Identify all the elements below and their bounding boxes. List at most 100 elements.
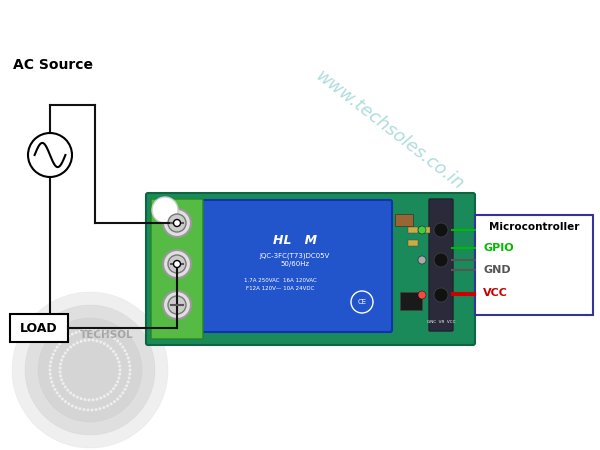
Text: CE: CE <box>358 299 367 305</box>
Circle shape <box>163 291 191 319</box>
Circle shape <box>95 339 98 342</box>
Circle shape <box>418 291 426 299</box>
Circle shape <box>98 407 101 410</box>
Circle shape <box>119 395 122 397</box>
Circle shape <box>53 388 56 391</box>
Circle shape <box>128 369 131 372</box>
Circle shape <box>121 346 124 349</box>
Circle shape <box>73 394 76 397</box>
Circle shape <box>168 255 186 273</box>
Circle shape <box>91 409 94 411</box>
Circle shape <box>59 370 62 373</box>
Text: LOAD: LOAD <box>20 321 58 334</box>
Circle shape <box>86 328 89 332</box>
Circle shape <box>116 339 119 342</box>
Circle shape <box>52 353 55 356</box>
Text: 50/60Hz: 50/60Hz <box>280 261 310 267</box>
Circle shape <box>124 388 127 391</box>
Circle shape <box>60 359 63 362</box>
Circle shape <box>88 338 91 342</box>
Circle shape <box>125 384 128 387</box>
Circle shape <box>418 226 426 234</box>
Circle shape <box>56 392 59 394</box>
Circle shape <box>49 360 52 364</box>
Circle shape <box>49 369 52 372</box>
Text: Microcontroller: Microcontroller <box>489 222 579 232</box>
Text: AC Source: AC Source <box>13 58 93 72</box>
FancyBboxPatch shape <box>151 199 203 339</box>
Circle shape <box>82 408 85 411</box>
Circle shape <box>163 209 191 237</box>
Circle shape <box>64 400 67 403</box>
Text: GND: GND <box>483 265 511 275</box>
Circle shape <box>106 405 109 407</box>
Circle shape <box>173 220 181 226</box>
Bar <box>408 227 418 233</box>
Circle shape <box>112 350 115 353</box>
Circle shape <box>128 364 131 368</box>
Circle shape <box>110 334 113 338</box>
Circle shape <box>59 363 62 365</box>
Circle shape <box>74 406 77 409</box>
Text: VCC: VCC <box>483 288 508 298</box>
Circle shape <box>113 337 116 340</box>
Circle shape <box>83 398 86 401</box>
Circle shape <box>61 397 64 400</box>
Circle shape <box>109 390 112 393</box>
Circle shape <box>64 351 67 355</box>
Circle shape <box>50 356 53 360</box>
Circle shape <box>119 369 121 372</box>
Circle shape <box>168 296 186 314</box>
Circle shape <box>116 357 119 360</box>
Circle shape <box>62 355 65 358</box>
Text: HL   M: HL M <box>273 234 317 248</box>
Circle shape <box>64 386 67 388</box>
Circle shape <box>103 395 106 398</box>
Circle shape <box>50 380 53 383</box>
Circle shape <box>128 373 131 376</box>
Circle shape <box>53 349 56 352</box>
Circle shape <box>69 392 72 394</box>
Bar <box>420 227 430 233</box>
Circle shape <box>98 330 101 333</box>
Circle shape <box>49 364 52 368</box>
Circle shape <box>62 382 65 385</box>
Circle shape <box>71 333 74 336</box>
Circle shape <box>60 378 63 381</box>
FancyBboxPatch shape <box>198 200 392 332</box>
Circle shape <box>118 364 121 368</box>
Circle shape <box>64 337 67 340</box>
Circle shape <box>66 389 69 392</box>
Text: F12A 120V— 10A 24VDC: F12A 120V— 10A 24VDC <box>246 287 314 292</box>
Circle shape <box>106 344 109 347</box>
Circle shape <box>79 330 82 333</box>
Circle shape <box>61 339 64 342</box>
Circle shape <box>127 356 130 360</box>
Circle shape <box>74 331 77 334</box>
Circle shape <box>80 397 83 400</box>
Circle shape <box>59 374 62 378</box>
Circle shape <box>83 339 86 342</box>
Circle shape <box>119 342 122 346</box>
Circle shape <box>49 373 52 376</box>
Circle shape <box>59 366 62 369</box>
Circle shape <box>86 409 89 411</box>
Circle shape <box>76 341 79 344</box>
Circle shape <box>115 384 118 387</box>
Circle shape <box>95 398 98 400</box>
Circle shape <box>125 353 128 356</box>
Circle shape <box>73 343 76 346</box>
Circle shape <box>58 342 61 346</box>
Circle shape <box>99 341 102 343</box>
Circle shape <box>99 396 102 400</box>
Circle shape <box>58 395 61 397</box>
Bar <box>400 292 422 310</box>
Circle shape <box>80 340 83 343</box>
Circle shape <box>116 397 119 400</box>
Circle shape <box>79 407 82 410</box>
Circle shape <box>106 333 109 336</box>
Circle shape <box>113 400 116 403</box>
Circle shape <box>56 346 59 349</box>
Circle shape <box>49 377 52 379</box>
Circle shape <box>103 342 106 345</box>
